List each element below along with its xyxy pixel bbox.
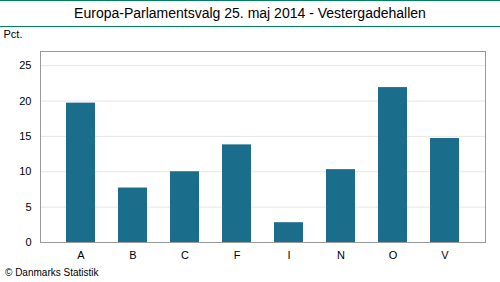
html-text:© Danmarks Statistik: © Danmarks Statistik bbox=[5, 267, 99, 278]
svg-text:O: O bbox=[389, 249, 398, 261]
svg-text:I: I bbox=[287, 249, 290, 261]
svg-text:20: 20 bbox=[19, 95, 31, 107]
svg-text:B: B bbox=[129, 249, 136, 261]
svg-text:N: N bbox=[337, 249, 345, 261]
svg-text:0: 0 bbox=[25, 236, 31, 248]
svg-text:F: F bbox=[234, 249, 241, 261]
svg-text:A: A bbox=[77, 249, 85, 261]
svg-text:25: 25 bbox=[19, 59, 31, 71]
svg-text:10: 10 bbox=[19, 165, 31, 177]
svg-text:5: 5 bbox=[25, 201, 31, 213]
svg-text:C: C bbox=[181, 249, 189, 261]
svg-text:V: V bbox=[441, 249, 449, 261]
svg-text:Pct.: Pct. bbox=[4, 28, 23, 40]
html-text:Europa-Parlamentsvalg 25. maj: Europa-Parlamentsvalg 25. maj 2014 - Ves… bbox=[74, 5, 426, 21]
svg-text:15: 15 bbox=[19, 130, 31, 142]
